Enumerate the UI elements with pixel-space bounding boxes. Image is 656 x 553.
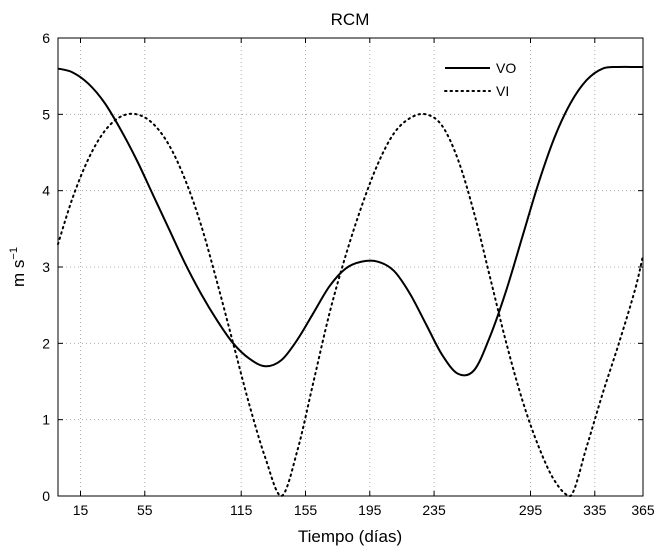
series-line-vi xyxy=(57,112,644,497)
y-axis-label: m s−1 xyxy=(8,247,28,287)
x-tick-label: 195 xyxy=(358,502,382,518)
y-axis-label-exponent: −1 xyxy=(8,247,20,260)
chart-title: RCM xyxy=(331,10,370,29)
y-tick-label: 3 xyxy=(42,259,50,275)
legend-label-vo: VO xyxy=(496,60,516,76)
y-tick-label: 6 xyxy=(42,30,50,46)
legend: VO VI xyxy=(444,60,516,99)
x-tick-label: 115 xyxy=(230,502,253,518)
x-tick-label: 295 xyxy=(519,502,543,518)
ticks: 15 55 115 155 195 235 295 335 365 0 1 2 3 4 5 6 xyxy=(42,30,655,518)
legend-label-vi: VI xyxy=(496,83,509,99)
x-tick-label: 335 xyxy=(583,502,607,518)
series-layer xyxy=(57,65,644,497)
y-tick-label: 4 xyxy=(42,183,50,199)
x-tick-label: 15 xyxy=(73,502,89,518)
y-axis-label-unit: m s xyxy=(9,260,28,287)
y-tick-label: 1 xyxy=(42,412,50,428)
y-tick-label: 5 xyxy=(42,106,50,122)
x-axis-label: Tiempo (días) xyxy=(298,527,402,546)
x-tick-label: 235 xyxy=(422,502,446,518)
y-tick-label: 2 xyxy=(42,335,50,351)
x-tick-label: 55 xyxy=(137,502,153,518)
x-tick-label: 365 xyxy=(631,502,655,518)
series-line-vo xyxy=(57,65,643,377)
x-tick-label: 155 xyxy=(294,502,318,518)
y-tick-label: 0 xyxy=(42,488,50,504)
